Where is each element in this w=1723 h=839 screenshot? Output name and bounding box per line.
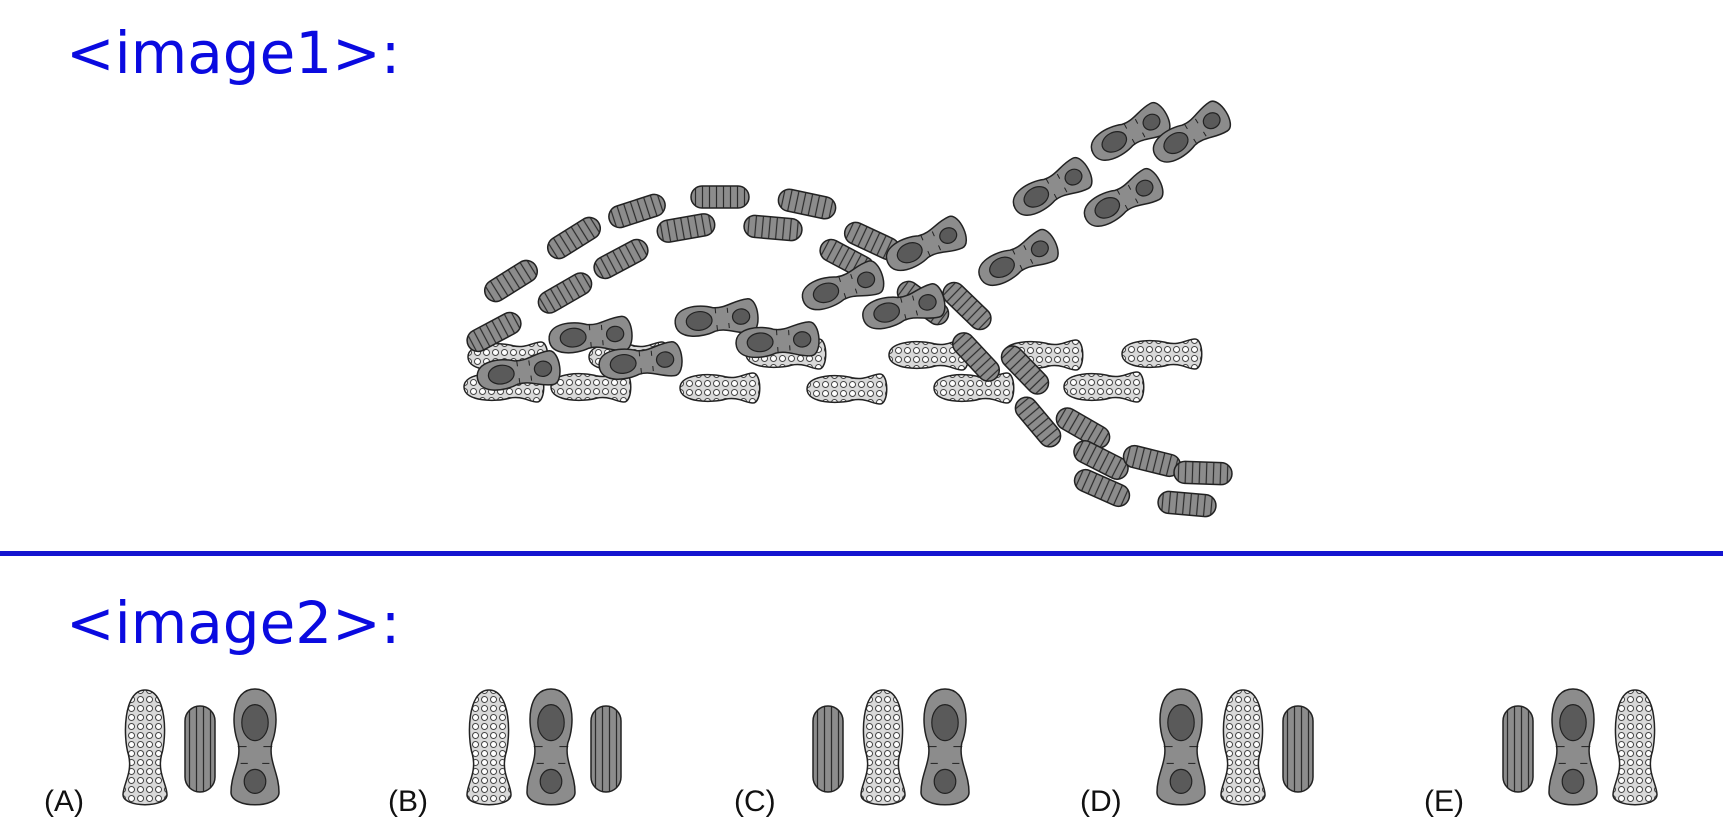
heeled-footprint: [1083, 168, 1164, 227]
striped-sole-print: [1282, 705, 1314, 793]
striped-footprint: [1157, 490, 1217, 518]
heeled-footprint: [885, 215, 968, 272]
heeled-sole-print: [920, 688, 970, 806]
option-e[interactable]: (E): [1424, 688, 1658, 818]
option-letter: (A): [44, 785, 84, 818]
heeled-sole-print: [230, 688, 280, 806]
striped-footprint: [1055, 407, 1111, 449]
option-a[interactable]: (A): [44, 688, 280, 818]
striped-footprint: [466, 311, 522, 353]
striped-footprint: [656, 213, 716, 243]
striped-footprint: [1000, 345, 1050, 395]
dotted-sole-print: [1220, 689, 1266, 806]
dotted-footprint: [1121, 338, 1203, 370]
option-letter: (E): [1424, 785, 1464, 818]
striped-footprint: [608, 193, 666, 229]
option-b[interactable]: (B): [388, 688, 622, 818]
striped-footprint: [743, 214, 803, 242]
option-d[interactable]: (D): [1080, 688, 1314, 818]
heeled-footprint: [674, 298, 759, 337]
dotted-footprint: [550, 371, 632, 403]
dotted-footprint: [679, 372, 761, 404]
heeled-footprint: [476, 350, 561, 391]
striped-sole-print: [184, 705, 216, 793]
dotted-footprint: [806, 373, 888, 405]
striped-sole-print: [590, 705, 622, 793]
option-c[interactable]: (C): [734, 688, 970, 818]
heeled-footprint: [1152, 100, 1231, 163]
option-letter: (B): [388, 785, 428, 818]
striped-sole-print: [812, 705, 844, 793]
striped-footprint: [546, 216, 602, 260]
striped-sole-print: [1502, 705, 1534, 793]
dotted-footprint: [1063, 371, 1145, 403]
heeled-footprint: [735, 321, 820, 359]
striped-footprint: [1173, 460, 1233, 486]
option-letter: (D): [1080, 785, 1122, 818]
striped-footprint: [537, 272, 593, 314]
striped-footprint: [483, 259, 539, 303]
option-letter: (C): [734, 785, 776, 818]
striped-footprint: [1073, 468, 1131, 508]
image1-label: <image1>:: [66, 19, 401, 87]
heeled-footprint: [978, 228, 1059, 287]
striped-footprint: [690, 185, 750, 209]
section-divider: [0, 551, 1723, 556]
dotted-sole-print: [466, 689, 512, 806]
heeled-footprint: [1012, 157, 1093, 216]
heeled-sole-print: [1156, 688, 1206, 806]
striped-footprint: [777, 188, 837, 220]
dotted-sole-print: [860, 689, 906, 806]
heeled-sole-print: [526, 688, 576, 806]
heeled-footprint: [548, 315, 633, 354]
heeled-footprint: [598, 341, 683, 380]
dotted-sole-print: [122, 689, 168, 806]
footprint-trails-scene: [463, 100, 1233, 518]
heeled-footprint: [862, 283, 946, 330]
striped-footprint: [1073, 440, 1129, 480]
striped-footprint: [1014, 396, 1062, 448]
striped-footprint: [942, 281, 992, 331]
striped-footprint: [593, 238, 649, 280]
heeled-sole-print: [1548, 688, 1598, 806]
image2-label: <image2>:: [66, 589, 401, 657]
heeled-footprint: [801, 260, 885, 311]
dotted-sole-print: [1612, 689, 1658, 806]
heeled-footprint: [1090, 102, 1171, 161]
